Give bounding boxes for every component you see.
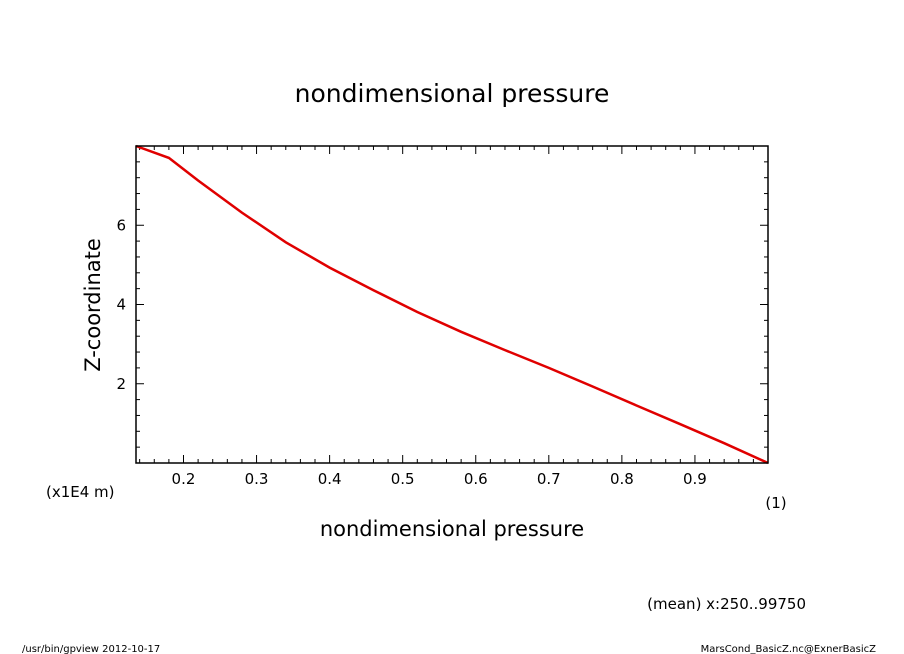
x-axis-label: nondimensional pressure — [320, 517, 584, 541]
x-tick-label: 0.9 — [683, 470, 707, 488]
x-tick-label: 0.4 — [318, 470, 342, 488]
y-tick-label: 4 — [116, 296, 126, 314]
x-axis-unit: (1) — [765, 494, 786, 512]
x-tick-label: 0.8 — [610, 470, 634, 488]
x-tick-label: 0.2 — [172, 470, 196, 488]
x-tick-label: 0.7 — [537, 470, 561, 488]
y-tick-label: 6 — [116, 216, 126, 234]
source-note: MarsCond_BasicZ.nc@ExnerBasicZ — [701, 644, 877, 654]
x-tick-label: 0.3 — [245, 470, 269, 488]
series-line — [135, 144, 769, 465]
tick-labels: 0.2 0.3 0.4 0.5 0.6 0.7 0.8 0.9 2 4 6 — [116, 216, 706, 488]
y-axis-label: Z-coordinate — [81, 238, 105, 372]
program-note: /usr/bin/gpview 2012-10-17 — [22, 644, 160, 654]
plot-frame — [135, 145, 769, 464]
chart-title: nondimensional pressure — [295, 79, 610, 108]
y-tick-label: 2 — [116, 375, 126, 393]
mean-note: (mean) x:250..99750 — [647, 595, 806, 613]
ticks — [136, 145, 769, 463]
y-axis-unit: (x1E4 m) — [46, 483, 115, 501]
x-tick-label: 0.5 — [391, 470, 415, 488]
x-tick-label: 0.6 — [464, 470, 488, 488]
